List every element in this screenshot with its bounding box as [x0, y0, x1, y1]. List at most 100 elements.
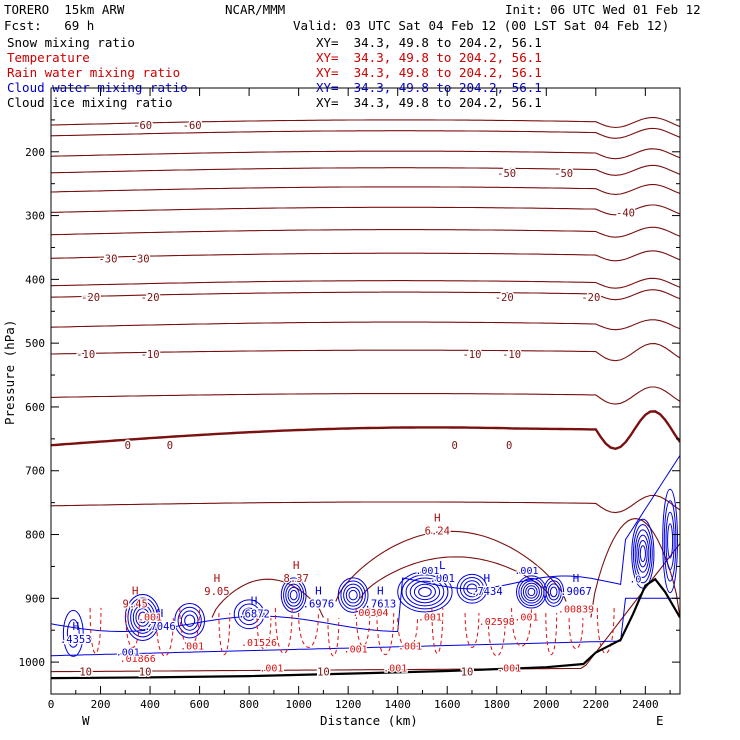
cloud-water-contour-10-1 [632, 524, 653, 584]
isotherm--50 [51, 164, 680, 176]
isotherm-label--30-0: -30 [98, 253, 117, 265]
cloud-water-contour-4-2 [285, 583, 303, 607]
rain-contour-7 [298, 612, 319, 648]
isotherm-label--50-0: -50 [497, 168, 516, 180]
warm-dome-inner [360, 556, 551, 599]
field-label-12: .001 [497, 664, 521, 675]
cloud-water-contour-2-3 [184, 614, 196, 627]
cloud-water-contour-5-1 [340, 580, 366, 610]
isotherm--55 [51, 148, 680, 160]
isotherm-label-10-3: 10 [461, 667, 474, 679]
terrain-line [51, 577, 680, 680]
x-tick-label-800: 800 [239, 698, 259, 711]
y-tick-label-700: 700 [25, 465, 45, 478]
init-time: Init: 06 UTC Wed 01 Feb 12 [505, 2, 701, 17]
plot-frame [50, 87, 681, 695]
cloud-water-contour-10-2 [634, 529, 652, 578]
cloud-water-contour-8-5 [527, 587, 536, 597]
isotherm-label--10-0: -10 [76, 349, 95, 361]
field-label-9: .001 [418, 613, 442, 624]
y-tick-label-400: 400 [25, 273, 45, 286]
cloud-water-contour-3-2 [242, 607, 257, 621]
rain-contour-4 [218, 612, 231, 656]
y-tick-label-600: 600 [25, 401, 45, 414]
x-tick-label-1200: 1200 [335, 698, 362, 711]
cloud-water-contour-7-0 [456, 573, 488, 604]
isotherm-label-0-1: 0 [167, 440, 173, 452]
cloud-water-contour-10-3 [636, 534, 650, 573]
rain-contour-18 [596, 607, 615, 654]
cloud-water-contour-11-2 [665, 511, 675, 571]
cloud-water-contour-4-1 [283, 580, 305, 610]
isotherm--10 [51, 343, 680, 362]
field-label-16: .0 [629, 574, 641, 585]
rain-contour-17 [568, 618, 584, 650]
cloud-water-contour-1-4 [135, 608, 150, 627]
isotherm--35 [51, 226, 680, 238]
extremum-value-11: .9067 [560, 586, 592, 598]
cloud-water-contour-2-1 [177, 606, 202, 635]
field-label-6: .00304 [352, 608, 388, 619]
isotherm--45 [51, 184, 680, 195]
extremum-value-6: .6872 [238, 608, 270, 620]
cloud-water-contour-4-3 [287, 586, 300, 604]
field-label-15: .00839 [558, 604, 594, 615]
cloud-water-contour-9-1 [545, 580, 562, 604]
x-tick-label-1600: 1600 [434, 698, 461, 711]
rain-contour-14 [487, 618, 506, 657]
extremum-value-0: 6.24 [425, 525, 450, 537]
extremum-mark-5: H [157, 607, 164, 620]
extremum-value-8: .7613 [365, 599, 397, 611]
isotherm-10 [51, 543, 680, 673]
x-tick-label-600: 600 [190, 698, 210, 711]
extremum-mark-2: H [214, 572, 221, 585]
legend-rain-xy: XY= 34.3, 49.8 to 204.2, 56.1 [316, 65, 542, 80]
cloud-water-contour-5-0 [337, 577, 369, 613]
x-tick-label-0: 0 [48, 698, 55, 711]
cloud-water-contour-6-2 [405, 577, 445, 607]
isotherm-label--10-2: -10 [462, 349, 481, 361]
field-label-3: .001 [116, 648, 140, 659]
cloud-water-contour-9-2 [547, 583, 560, 601]
extremum-mark-11: H [573, 572, 580, 585]
cloud-water-contour-1-2 [130, 601, 156, 634]
isotherm--20 [51, 289, 680, 301]
extremum-mark-6: H [251, 594, 258, 607]
isotherm--30 [51, 250, 680, 262]
warm-dome-west [211, 578, 324, 618]
x-axis-right-end: E [656, 713, 664, 728]
legend-cloud-ice-xy: XY= 34.3, 49.8 to 204.2, 56.1 [316, 95, 542, 110]
field-label-8: .001 [398, 641, 422, 652]
extremum-value-4: .4353 [60, 634, 92, 646]
forecast-hour: Fcst: 69 h [4, 18, 95, 33]
isotherm-label--50-1: -50 [554, 168, 573, 180]
cloud-water-contour-11-3 [667, 523, 674, 559]
field-label-5: .001 [259, 664, 283, 675]
cloud-water-contour-6-4 [413, 583, 436, 601]
cloud-water-contour-0-0 [62, 609, 84, 657]
isotherm-label-10-0: 10 [79, 667, 92, 679]
extremum-value-9: .7434 [471, 586, 503, 598]
field-label-14: .001 [415, 566, 439, 577]
cloud-water-contour-8-1 [518, 577, 545, 607]
extremum-value-7: .6976 [303, 599, 335, 611]
field-label-1: .001 [180, 641, 204, 652]
cloud-water-contour-3-1 [238, 603, 261, 626]
extremum-value-1: 8.37 [284, 573, 309, 585]
isotherm-label-0-0: 0 [125, 440, 131, 452]
isotherm--60 [51, 117, 680, 129]
rain-contour-1 [125, 612, 141, 648]
isotherm-label--10-1: -10 [141, 349, 160, 361]
isotherm-label-0-3: 0 [506, 440, 512, 452]
extremum-value-2: 9.05 [204, 586, 229, 598]
field-label-17: .001 [344, 645, 368, 656]
y-tick-label-300: 300 [25, 210, 45, 223]
cloud-water-contour-5-3 [345, 586, 361, 604]
legend-temperature-xy: XY= 34.3, 49.8 to 204.2, 56.1 [316, 50, 542, 65]
legend-rain-name: Rain water mixing ratio [7, 65, 181, 80]
cloud-water-contour-10-4 [638, 539, 648, 568]
isotherm-label--60-0: -60 [133, 120, 152, 132]
cloud-water-contour-6-5 [418, 586, 432, 598]
y-tick-label-500: 500 [25, 337, 45, 350]
